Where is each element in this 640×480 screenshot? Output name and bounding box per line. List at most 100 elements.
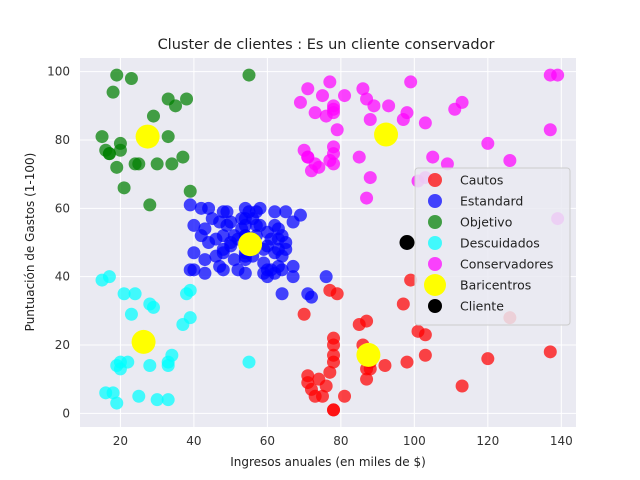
data-point — [551, 68, 565, 82]
data-point — [132, 389, 146, 403]
legend-marker — [428, 257, 442, 271]
data-point — [242, 68, 256, 82]
data-point — [165, 157, 179, 171]
data-point — [400, 355, 414, 369]
legend-marker — [428, 215, 442, 229]
data-point — [183, 283, 197, 297]
data-point — [293, 208, 307, 222]
data-point — [161, 393, 175, 407]
data-point — [543, 345, 557, 359]
data-point — [404, 75, 418, 89]
y-tick-label: 20 — [55, 338, 70, 352]
data-point — [312, 160, 326, 174]
data-point — [330, 123, 344, 137]
data-point — [110, 68, 124, 82]
data-point — [146, 300, 160, 314]
data-point — [132, 157, 146, 171]
data-point — [367, 99, 381, 113]
centroid-point — [135, 124, 160, 149]
data-point — [481, 136, 495, 150]
data-point — [183, 184, 197, 198]
data-point — [102, 270, 116, 284]
legend-marker — [428, 194, 442, 208]
tick-labels: 20 40 60 80 100 120 140 0 20 40 60 80 100 — [47, 65, 573, 448]
data-point — [319, 270, 333, 284]
legend-marker — [428, 299, 442, 313]
data-point — [323, 75, 337, 89]
data-point — [220, 205, 234, 219]
data-point — [165, 348, 179, 362]
data-point — [169, 99, 183, 113]
data-point — [378, 359, 392, 372]
data-point — [124, 72, 138, 85]
data-point — [400, 106, 414, 120]
data-point — [323, 365, 337, 379]
centroid-point — [238, 232, 263, 257]
data-point — [161, 130, 175, 144]
data-point — [503, 154, 517, 167]
data-point — [418, 328, 432, 342]
data-point — [382, 99, 396, 113]
data-point — [176, 150, 190, 164]
legend-label: Estandard — [460, 194, 523, 209]
legend-label: Descuidados — [460, 236, 540, 251]
legend-box — [414, 167, 571, 326]
data-point — [327, 331, 341, 345]
data-point — [187, 263, 201, 277]
data-point — [183, 311, 197, 325]
y-tick-label: 80 — [55, 133, 70, 147]
data-point — [187, 246, 201, 260]
data-point — [143, 359, 157, 372]
data-point — [327, 348, 341, 362]
data-point — [363, 171, 377, 185]
data-point — [198, 266, 212, 280]
data-point — [227, 253, 241, 267]
series-6 — [399, 235, 415, 250]
data-point — [363, 113, 377, 126]
x-axis-label: Ingresos anuales (en miles de $) — [230, 455, 426, 469]
data-point — [187, 218, 201, 232]
data-point — [360, 372, 374, 386]
data-point — [216, 263, 230, 277]
data-point — [279, 236, 293, 249]
data-point — [327, 102, 341, 116]
data-point — [242, 355, 256, 369]
data-point — [275, 287, 289, 301]
y-tick-label: 60 — [55, 201, 70, 215]
y-tick-label: 0 — [62, 406, 70, 420]
y-tick-label: 100 — [47, 65, 70, 79]
data-point — [106, 386, 120, 400]
data-point — [330, 287, 344, 301]
data-point — [293, 95, 307, 109]
data-point — [110, 396, 124, 410]
data-point — [338, 389, 352, 403]
y-tick-label: 40 — [55, 270, 70, 284]
data-point — [124, 307, 138, 321]
data-point — [279, 205, 293, 219]
legend-label: Cautos — [460, 173, 503, 188]
data-point — [146, 109, 160, 123]
x-tick-label: 100 — [403, 434, 426, 448]
data-point — [399, 235, 415, 250]
legend-label: Objetivo — [460, 215, 512, 230]
legend-label: Conservadores — [460, 257, 553, 272]
y-axis-label: Puntuación de Gastos (1-100) — [23, 153, 37, 332]
data-point — [286, 270, 300, 284]
data-point — [224, 215, 238, 229]
legend-marker — [428, 236, 442, 250]
legend: Cautos Estandard Objetivo Descuidados Conser… — [414, 167, 571, 326]
data-point — [360, 191, 374, 205]
data-point — [455, 379, 469, 393]
data-point — [352, 150, 366, 164]
data-point — [117, 181, 131, 195]
data-point — [440, 157, 454, 171]
data-point — [238, 266, 252, 280]
data-point — [286, 259, 300, 273]
data-point — [327, 157, 341, 171]
data-point — [253, 201, 267, 215]
data-point — [418, 116, 432, 130]
centroid-point — [356, 342, 381, 367]
data-points — [95, 68, 565, 417]
x-tick-label: 140 — [550, 434, 573, 448]
series-4 — [293, 68, 565, 226]
